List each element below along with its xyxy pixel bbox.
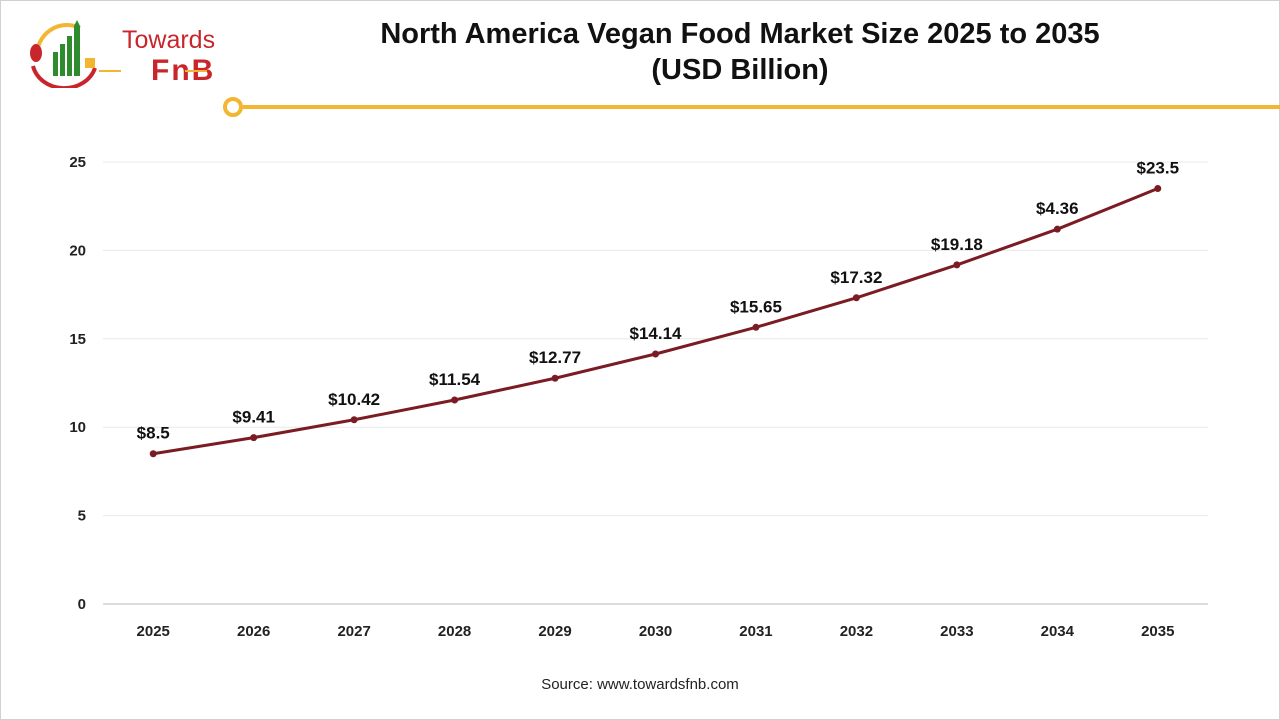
header-accent-dot — [223, 97, 243, 117]
data-point — [350, 416, 358, 424]
data-label: $19.18 — [931, 235, 983, 254]
data-label: $10.42 — [328, 390, 380, 409]
y-tick-label: 15 — [69, 331, 86, 348]
x-tick-label: 2035 — [1141, 623, 1174, 640]
x-tick-label: 2032 — [840, 623, 873, 640]
data-point — [652, 350, 659, 358]
title-line-1: North America Vegan Food Market Size 202… — [380, 18, 1100, 50]
logo: Towards FnB — [25, 18, 216, 91]
x-tick-label: 2028 — [438, 623, 471, 640]
x-tick-label: 2033 — [940, 623, 973, 640]
data-point — [250, 434, 258, 442]
y-tick-label: 25 — [69, 154, 86, 171]
x-tick-label: 2027 — [337, 623, 370, 640]
series-line — [152, 187, 1159, 456]
data-point — [1154, 185, 1162, 193]
x-tick-label: 2025 — [137, 623, 170, 640]
x-tick-label: 2034 — [1041, 623, 1075, 640]
y-tick-label: 5 — [78, 508, 86, 525]
data-label: $14.14 — [630, 324, 683, 343]
chart-title: North America Vegan Food Market Size 202… — [300, 16, 1180, 88]
source-note: Source: www.towardsfnb.com — [541, 676, 739, 693]
data-label: $11.54 — [429, 370, 481, 389]
data-label: $8.5 — [137, 424, 170, 443]
data-label: $12.77 — [529, 348, 581, 367]
x-tick-label: 2031 — [739, 623, 772, 640]
logo-text-towards: Towards — [122, 26, 216, 54]
data-label: $15.65 — [730, 297, 782, 316]
data-label: $23.5 — [1136, 159, 1179, 178]
y-tick-label: 0 — [78, 596, 86, 613]
x-tick-label: 2030 — [639, 623, 672, 640]
data-point — [551, 374, 559, 382]
data-point — [1053, 225, 1061, 233]
logo-divider — [99, 70, 121, 72]
y-tick-label: 10 — [69, 419, 86, 436]
title-line-2: (USD Billion) — [651, 54, 829, 86]
data-point — [451, 396, 459, 404]
data-label: $4.36 — [1036, 199, 1079, 218]
logo-divider — [185, 70, 207, 72]
data-point — [149, 450, 157, 458]
data-label: $9.41 — [232, 408, 275, 427]
x-tick-label: 2026 — [237, 623, 270, 640]
logo-icon — [30, 20, 97, 91]
data-label: $17.32 — [830, 268, 882, 287]
data-point — [953, 261, 961, 269]
y-tick-label: 20 — [69, 242, 86, 259]
x-tick-label: 2029 — [538, 623, 571, 640]
data-point — [752, 323, 760, 331]
data-point — [852, 294, 860, 302]
